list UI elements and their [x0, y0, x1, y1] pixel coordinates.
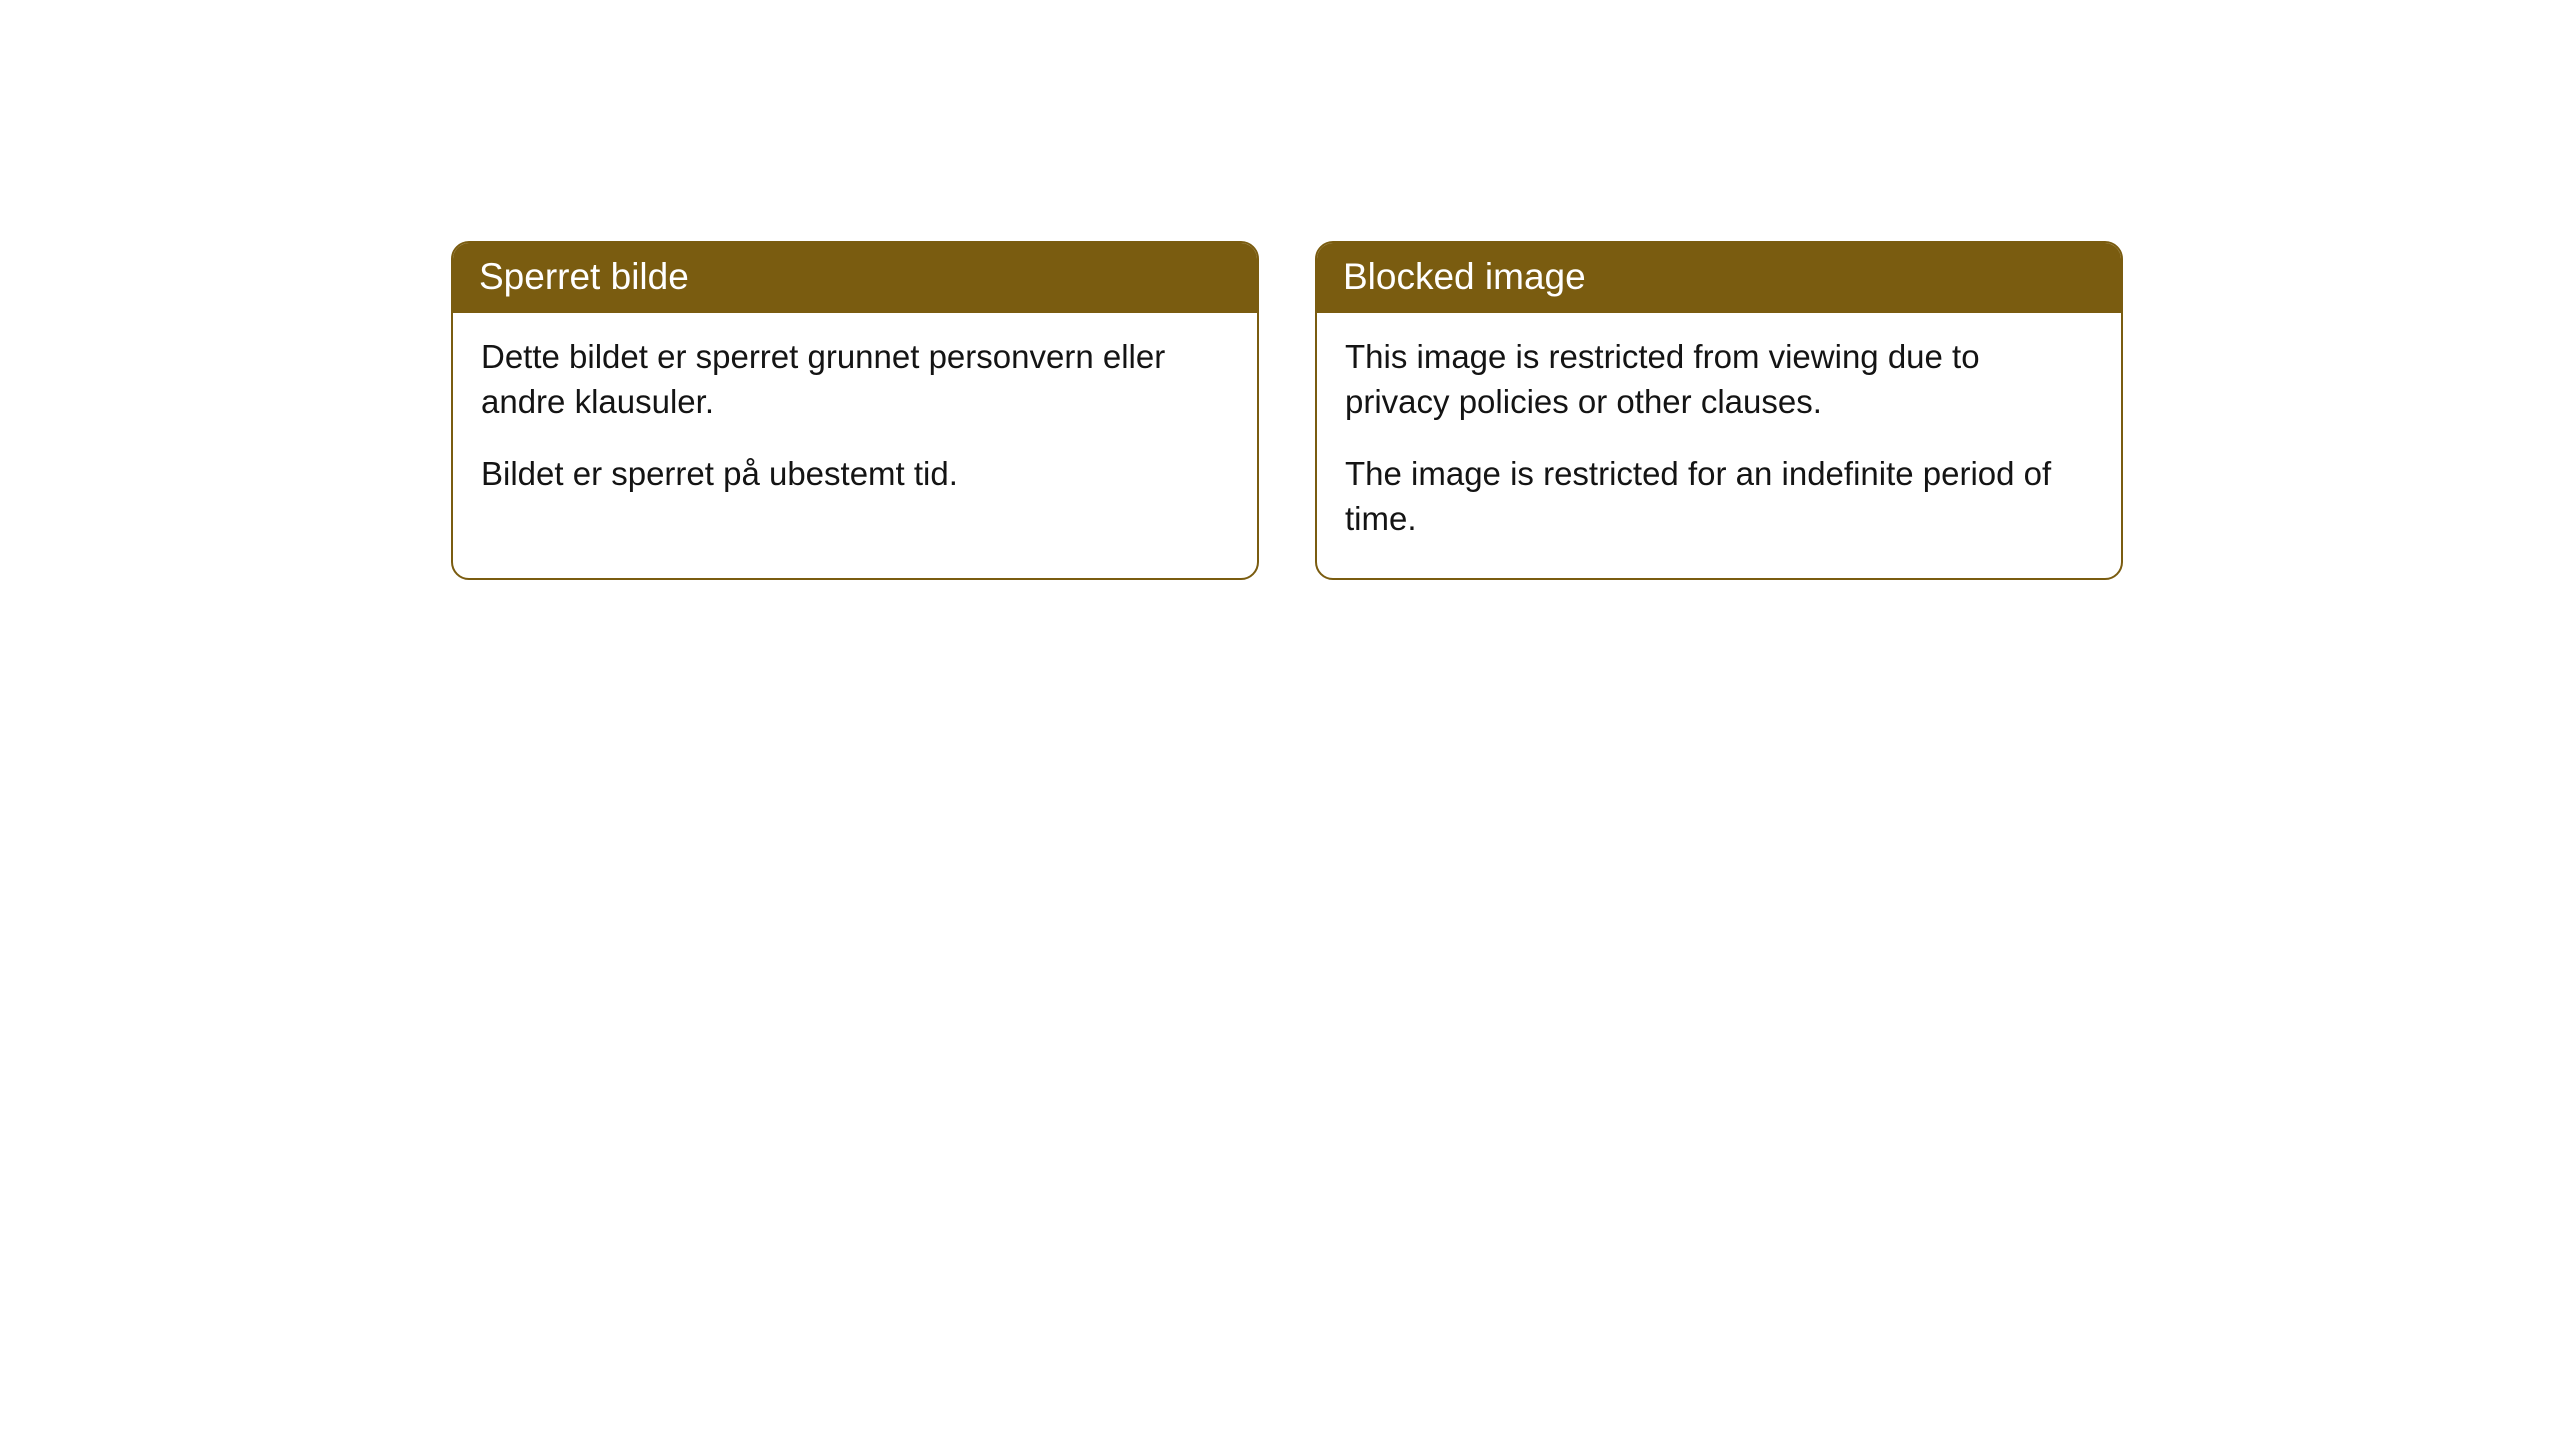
card-body-en: This image is restricted from viewing du… — [1317, 313, 2121, 577]
card-title-en: Blocked image — [1343, 256, 1586, 297]
card-header-en: Blocked image — [1317, 243, 2121, 313]
card-title-no: Sperret bilde — [479, 256, 689, 297]
blocked-image-card-no: Sperret bilde Dette bildet er sperret gr… — [451, 241, 1259, 580]
card-body-no: Dette bildet er sperret grunnet personve… — [453, 313, 1257, 533]
card-paragraph-1-no: Dette bildet er sperret grunnet personve… — [481, 335, 1229, 424]
card-paragraph-2-no: Bildet er sperret på ubestemt tid. — [481, 452, 1229, 497]
card-paragraph-2-en: The image is restricted for an indefinit… — [1345, 452, 2093, 541]
blocked-image-card-en: Blocked image This image is restricted f… — [1315, 241, 2123, 580]
card-paragraph-1-en: This image is restricted from viewing du… — [1345, 335, 2093, 424]
notice-container: Sperret bilde Dette bildet er sperret gr… — [451, 241, 2123, 580]
card-header-no: Sperret bilde — [453, 243, 1257, 313]
